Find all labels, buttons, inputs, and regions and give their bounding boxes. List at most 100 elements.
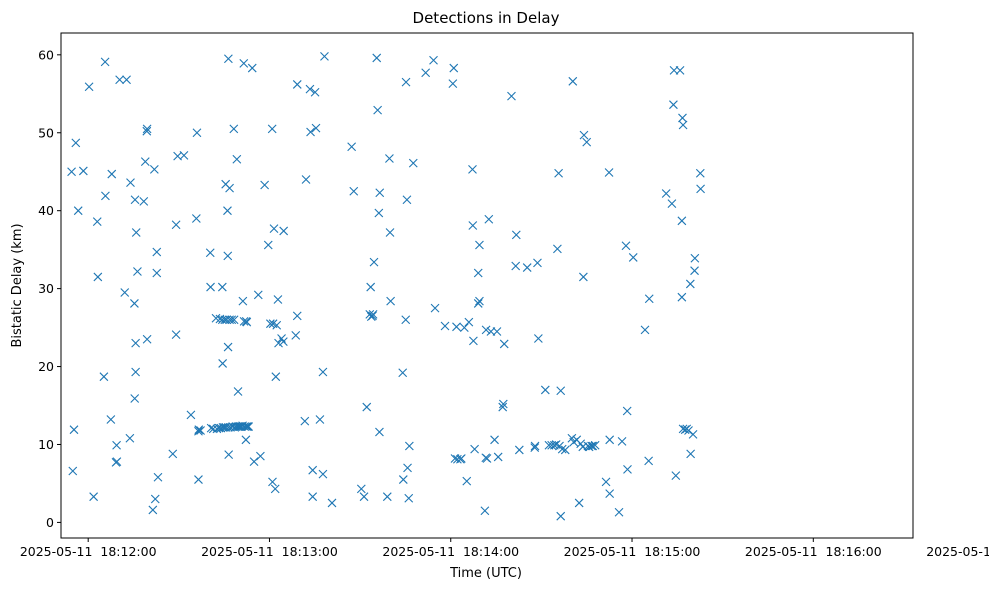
y-tick-label: 40 [38,203,54,218]
data-point [67,167,76,177]
data-point [475,296,484,306]
data-point [473,268,483,278]
data-point [107,169,117,179]
data-point [554,168,563,178]
data-point [686,449,696,459]
data-point [229,124,239,134]
x-tick-label: 2025-05-11 18:13:00 [201,544,338,559]
data-point [150,494,160,504]
data-point [112,440,121,450]
data-point [106,415,116,424]
data-point [100,57,110,67]
data-point [695,168,705,178]
data-point [153,472,163,482]
data-point [168,449,178,459]
data-point [327,498,337,508]
data-point [149,164,159,174]
data-point [574,498,584,508]
data-point [696,184,705,194]
data-point [590,440,600,450]
data-point [401,315,411,325]
y-tick-label: 60 [38,47,54,62]
data-point [688,429,698,439]
data-point [263,240,273,250]
data-point [223,206,232,216]
data-point [224,450,234,460]
data-point [481,325,491,335]
data-point [140,157,150,166]
data-point [120,288,130,297]
data-point [622,406,632,416]
data-point [133,267,142,276]
data-point [385,154,394,163]
data-point [464,317,474,327]
data-point [126,178,135,188]
data-point [533,334,543,343]
data-point [584,442,594,452]
data-point [205,248,215,258]
data-point [235,422,245,431]
data-point [456,454,466,463]
data-point [690,253,700,263]
data-point [273,295,283,304]
data-point [470,444,480,454]
data-point [218,359,228,368]
y-tick-label: 0 [46,515,54,530]
data-point [484,214,494,224]
data-point [462,476,472,486]
data-point [675,66,685,75]
data-point [217,315,227,325]
data-point [614,507,624,517]
data-point [320,51,329,61]
x-tick-label: 2025-05-11 18:14:00 [382,544,519,559]
data-point [671,471,681,481]
data-point [242,422,251,431]
data-point [247,63,257,73]
x-tick-label: 2025-05-11 18:12:00 [20,544,157,559]
data-point [130,394,140,403]
data-point [530,443,540,452]
data-point [601,477,611,487]
data-point [522,263,532,272]
data-point [274,338,283,348]
data-point [644,456,654,466]
data-point [398,475,408,484]
data-point [279,226,289,236]
data-point [115,75,125,85]
data-point [196,426,205,435]
data-point [292,311,302,321]
y-tick-label: 30 [38,281,54,296]
chart-title: Detections in Delay [413,9,560,27]
data-point [372,53,382,63]
data-point [401,77,411,87]
data-point [68,466,78,476]
data-point [507,91,516,101]
data-point [557,444,567,454]
data-point [374,208,384,218]
data-point [579,130,589,140]
data-point [556,386,566,396]
data-point [677,292,687,302]
data-point [244,422,254,431]
data-point [239,59,249,68]
y-axis: 0 10 20 30 40 50 60 [38,47,61,530]
data-point [240,422,250,431]
data-point [349,186,359,196]
data-point [217,282,227,292]
data-point [278,337,288,346]
data-point [475,240,484,250]
y-tick-label: 20 [38,359,54,374]
data-point [480,506,490,516]
data-point [375,188,385,198]
data-point [469,336,478,346]
data-point [582,137,592,147]
x-tick-label: 2025-05-11 18:16:00 [745,544,882,559]
data-point [78,166,88,176]
data-point [386,296,396,306]
data-point [440,321,450,331]
data-point [556,511,566,521]
data-point [122,75,131,85]
data-point [678,113,687,123]
y-tick-label: 10 [38,437,54,452]
data-point [677,216,687,226]
